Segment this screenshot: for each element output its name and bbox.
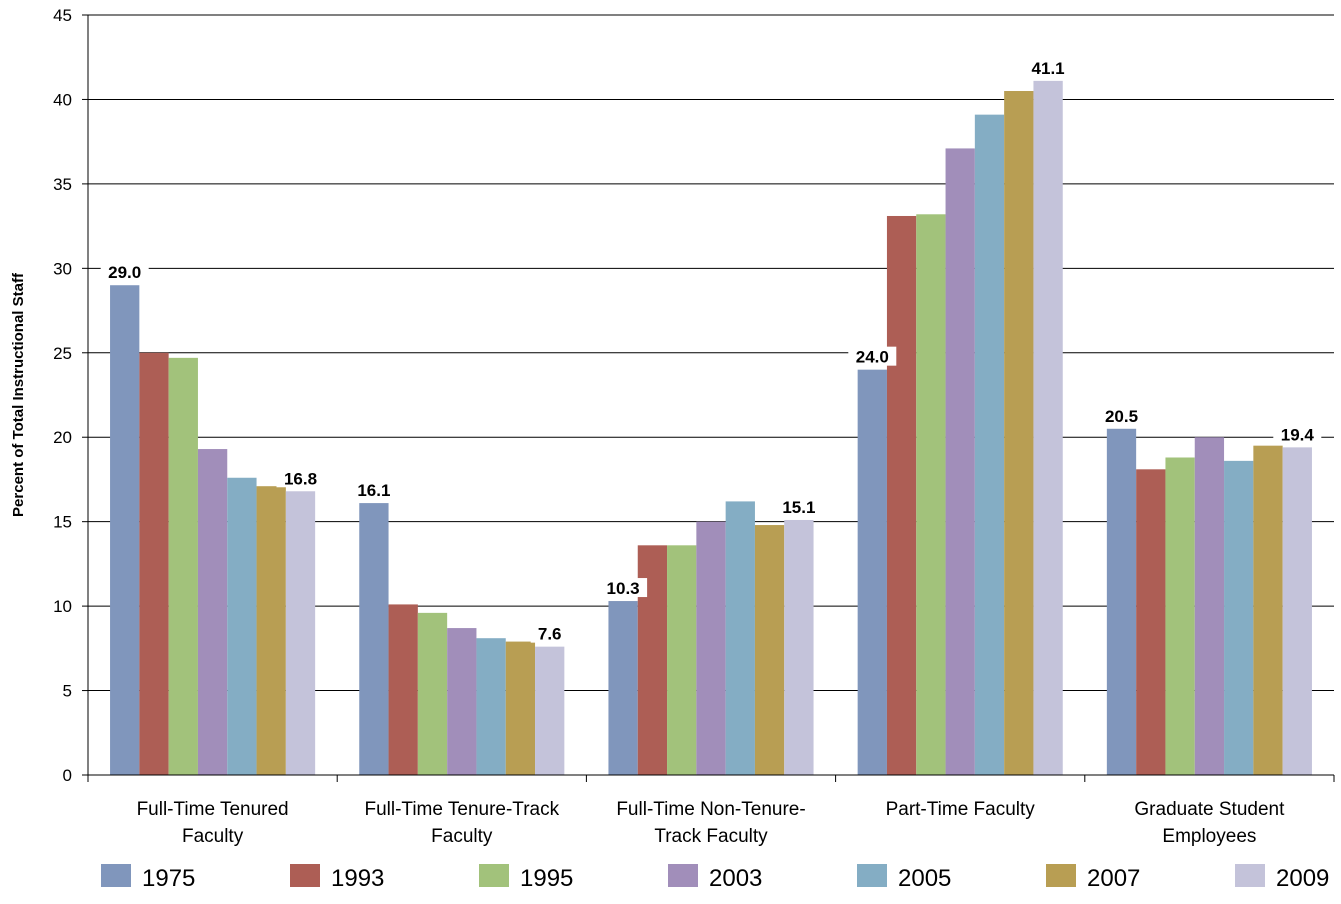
bar-2003-cat-1 (447, 628, 477, 775)
bar-2003-cat-2 (696, 521, 726, 775)
data-label-background (1024, 57, 1073, 77)
legend-label-1993: 1993 (331, 865, 384, 892)
legend-label-2003: 2003 (709, 865, 762, 892)
legend-label-1995: 1995 (520, 865, 573, 892)
legend-label-2009: 2009 (1276, 865, 1329, 892)
data-label: 29.0 (108, 263, 141, 282)
y-tick-label: 0 (63, 766, 72, 785)
data-label: 20.5 (1105, 407, 1138, 426)
y-tick-label: 20 (53, 428, 72, 447)
bar-1993-cat-4 (1136, 469, 1166, 775)
y-tick-label: 25 (53, 344, 72, 363)
bar-2007-cat-3 (1004, 91, 1034, 775)
legend-swatch-2005 (857, 864, 887, 887)
x-category-label: Graduate Student Employees (1134, 799, 1285, 847)
bar-2005-cat-4 (1224, 460, 1254, 775)
bar-1995-cat-3 (916, 214, 946, 776)
bar-1975-cat-0 (110, 285, 140, 775)
bar-1995-cat-0 (168, 357, 198, 775)
bar-2009-cat-0 (285, 491, 316, 775)
y-tick-label: 30 (53, 259, 72, 278)
bar-2005-cat-1 (476, 638, 506, 775)
data-label-background (1273, 424, 1322, 444)
data-label-background (100, 262, 149, 282)
bar-1975-cat-2 (608, 601, 638, 775)
y-tick-label: 10 (53, 597, 72, 616)
legend-swatch-2003 (668, 864, 698, 887)
bar-1975-cat-3 (857, 369, 887, 775)
x-category-label: Full-Time Tenure-Track Faculty (364, 799, 559, 847)
y-tick-label: 40 (53, 90, 72, 109)
bar-2009-cat-3 (1033, 80, 1063, 775)
data-label: 24.0 (856, 348, 889, 367)
data-label-background (530, 623, 569, 643)
bar-1995-cat-2 (667, 545, 697, 775)
bar-1975-cat-1 (359, 503, 389, 775)
y-tick-label: 45 (53, 6, 72, 25)
bar-1993-cat-0 (139, 352, 169, 775)
data-label-background (276, 468, 325, 488)
legend-label-1975: 1975 (142, 865, 195, 892)
y-tick-label: 15 (53, 513, 72, 532)
bar-2007-cat-4 (1253, 445, 1283, 775)
x-category-label: Full-Time Tenured Faculty (137, 799, 289, 847)
bar-2007-cat-2 (754, 525, 785, 775)
bar-1993-cat-1 (388, 604, 418, 775)
data-label-background (774, 496, 823, 516)
data-label: 15.1 (782, 498, 815, 517)
bar-1993-cat-3 (886, 215, 917, 775)
bar-2003-cat-0 (197, 449, 228, 775)
legend-label-2007: 2007 (1087, 865, 1140, 892)
bar-2007-cat-0 (256, 486, 286, 775)
bar-2009-cat-4 (1282, 447, 1312, 775)
bar-2009-cat-2 (784, 519, 814, 775)
data-label: 7.6 (538, 625, 562, 644)
x-category-label: Full-Time Non-Tenure-Track Faculty (616, 799, 805, 847)
bar-1975-cat-4 (1106, 428, 1137, 775)
bar-2005-cat-3 (974, 114, 1005, 775)
bar-2003-cat-3 (945, 148, 975, 775)
legend-swatch-1995 (479, 864, 509, 887)
legend-swatch-1975 (101, 864, 131, 887)
data-label-background (599, 578, 648, 598)
data-label-background (349, 480, 398, 500)
y-axis-title: Percent of Total Instructional Staff (10, 272, 27, 517)
data-label-background (848, 346, 897, 366)
data-label-background (1097, 405, 1146, 425)
x-category-label: Part-Time Faculty (886, 799, 1036, 820)
y-tick-label: 5 (63, 682, 72, 701)
data-label: 16.8 (284, 469, 317, 488)
legend-label-2005: 2005 (898, 865, 951, 892)
data-label: 16.1 (357, 481, 390, 500)
y-tick-label: 35 (53, 175, 72, 194)
legend-swatch-2007 (1046, 864, 1076, 887)
bar-2005-cat-2 (725, 501, 755, 775)
legend-swatch-1993 (290, 864, 320, 887)
data-label: 41.1 (1032, 59, 1065, 78)
data-label: 10.3 (607, 579, 640, 598)
bar-2009-cat-1 (535, 646, 565, 775)
bar-1995-cat-4 (1165, 457, 1195, 775)
bar-2007-cat-1 (505, 641, 536, 775)
legend-swatch-2009 (1235, 864, 1265, 887)
data-label: 19.4 (1281, 425, 1315, 444)
bar-2005-cat-0 (227, 477, 257, 775)
bar-2003-cat-4 (1194, 437, 1225, 775)
bar-1995-cat-1 (417, 612, 448, 775)
